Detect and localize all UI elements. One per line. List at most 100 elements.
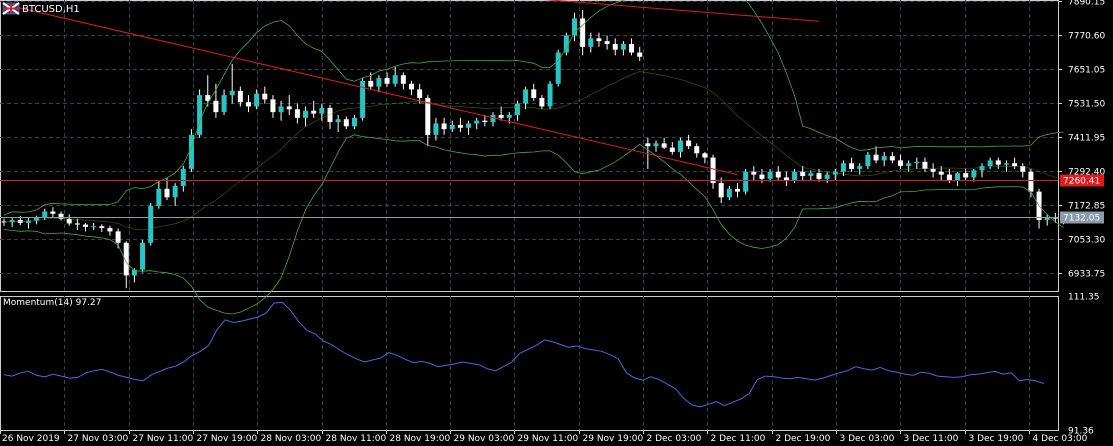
price-tick-label: 7292.40: [1068, 168, 1105, 178]
bear-candle: [751, 171, 757, 175]
bear-candle: [262, 93, 268, 100]
bear-candle: [1, 221, 7, 223]
bull-candle: [197, 95, 203, 135]
bull-candle: [588, 38, 594, 47]
bull-candle: [987, 160, 993, 167]
bull-candle: [229, 90, 235, 96]
bear-candle: [938, 171, 944, 175]
bull-candle: [466, 123, 472, 128]
bear-candle: [922, 161, 928, 169]
bear-candle: [1028, 171, 1034, 192]
bull-candle: [433, 123, 439, 135]
bear-candle: [368, 80, 374, 87]
bear-candle: [164, 188, 170, 198]
bear-candle: [327, 107, 333, 123]
bear-candle: [735, 188, 740, 192]
momentum-indicator-label: Momentum(14) 97.27: [3, 298, 101, 308]
bear-candle: [849, 163, 855, 169]
bull-candle: [172, 185, 178, 198]
time-tick-label: 28 Nov 11:00: [326, 434, 387, 444]
time-tick-label: 3 Dec 19:00: [969, 434, 1024, 444]
bear-candle: [629, 44, 635, 53]
momentum-subwindow[interactable]: [3, 301, 1045, 408]
time-tick-label: 3 Dec 11:00: [904, 434, 959, 444]
bear-candle: [702, 153, 708, 158]
bull-candle: [979, 166, 985, 171]
bull-candle: [449, 124, 455, 130]
bull-candle: [792, 171, 798, 181]
current-price-label: 7260.41: [1063, 177, 1100, 187]
price-tick-label: 7053.30: [1068, 236, 1105, 246]
time-tick-label: 29 Nov 19:00: [583, 434, 644, 444]
bull-candle: [490, 114, 496, 123]
bear-candle: [107, 227, 113, 232]
time-tick-label: 2 Dec 11:00: [711, 434, 766, 444]
bear-candle: [482, 120, 488, 123]
bull-candle: [547, 83, 553, 107]
sub-frame: [0, 296, 1059, 431]
bull-candle: [335, 119, 341, 123]
bull-candle: [506, 114, 512, 118]
bear-candle: [205, 95, 211, 101]
bear-candle: [1020, 166, 1026, 172]
bear-candle: [963, 173, 969, 178]
bear-candle: [694, 146, 700, 154]
bull-candle: [767, 171, 773, 179]
symbol-title: BTCUSD,H1: [22, 4, 80, 15]
bear-candle: [612, 44, 618, 50]
bear-candle: [898, 160, 903, 167]
bull-candle: [221, 95, 227, 113]
bear-candle: [539, 97, 545, 107]
bull-candle: [881, 156, 887, 161]
bear-candle: [74, 223, 80, 225]
bull-candle: [303, 110, 309, 118]
price-tick-label: 6933.75: [1068, 270, 1105, 280]
bull-candle: [148, 205, 154, 243]
bull-candle: [653, 143, 659, 147]
bear-candle: [710, 157, 716, 184]
bull-candle: [392, 75, 398, 84]
bull-candle: [824, 174, 830, 179]
bear-candle: [995, 160, 1001, 165]
chart-title: BTCUSD,H1: [2, 2, 80, 15]
trendline: [543, 0, 820, 22]
bear-candle: [718, 183, 724, 198]
bear-candle: [409, 83, 414, 90]
bull-candle: [34, 217, 40, 221]
bear-candle: [580, 18, 586, 47]
bear-candle: [400, 75, 406, 84]
bull-candle: [523, 89, 529, 104]
bear-candle: [889, 156, 895, 161]
bull-candle: [319, 107, 325, 114]
price-tick-label: 7651.05: [1068, 66, 1105, 76]
time-tick-label: 29 Nov 11:00: [518, 434, 579, 444]
time-tick-label: 28 Nov 19:00: [390, 434, 451, 444]
main-price-chart[interactable]: [0, 0, 1066, 315]
bull-candle: [857, 166, 863, 169]
grid: [0, 0, 1059, 431]
bull-candle: [563, 35, 569, 53]
bull-candle: [360, 80, 366, 118]
bear-candle: [596, 38, 602, 42]
upper-band: [3, 0, 1064, 216]
bull-candle: [840, 163, 846, 172]
bear-candle: [661, 143, 667, 148]
bear-candle: [946, 174, 952, 181]
bull-candle: [131, 269, 137, 276]
bull-candle: [156, 188, 162, 206]
bull-candle: [555, 52, 561, 84]
bear-candle: [637, 52, 643, 57]
bear-candle: [99, 226, 105, 228]
current-price-label: 7132.05: [1063, 214, 1100, 224]
price-label-box: [1060, 211, 1104, 224]
price-tick-label: 7172.85: [1068, 202, 1105, 212]
bear-candle: [645, 143, 651, 147]
bear-candle: [115, 231, 121, 243]
lower-band: [3, 134, 1064, 315]
bull-candle: [514, 103, 520, 115]
bear-candle: [425, 97, 431, 135]
bear-candle: [759, 174, 765, 179]
bear-candle: [83, 224, 88, 227]
bull-candle: [743, 171, 749, 192]
